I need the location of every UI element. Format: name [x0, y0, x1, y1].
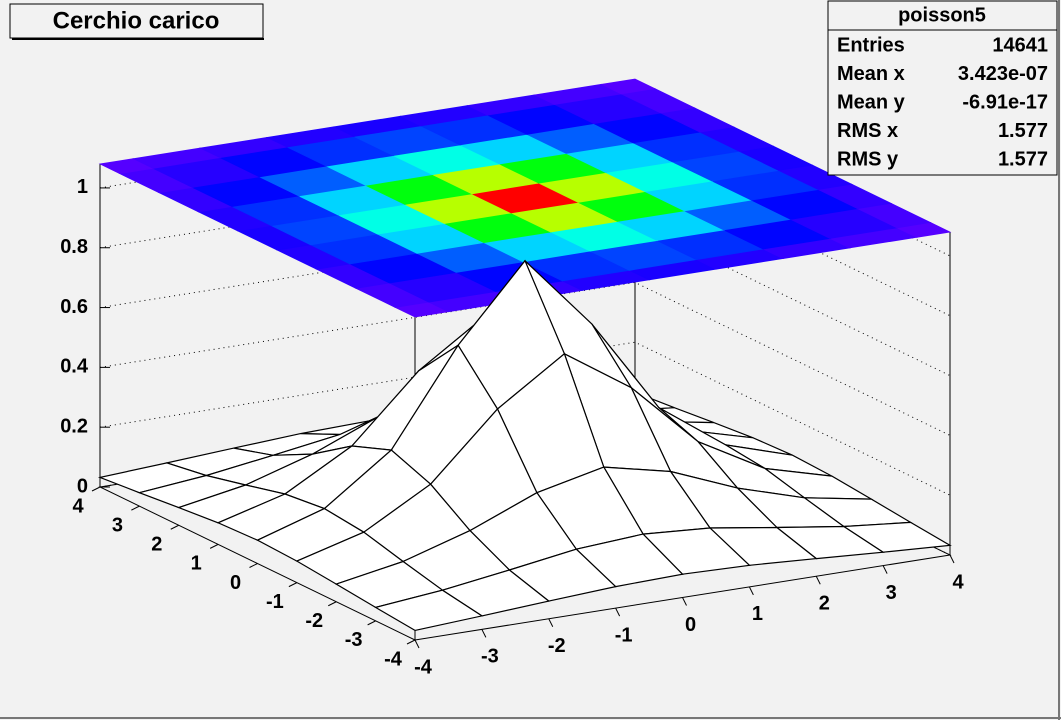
x-tick [548, 618, 554, 627]
y-tick [91, 486, 101, 492]
y-tick-label: 3 [112, 514, 123, 536]
y-tick [131, 505, 140, 511]
z-tick-label: 1 [77, 176, 88, 198]
grid-line [99, 281, 951, 436]
y-tick-label: 2 [151, 534, 162, 556]
stats-box: poisson5 Entries 14641 Mean x 3.423e-07 Mean… [827, 0, 1058, 176]
surface-cell [374, 589, 484, 632]
x-tick-label: 0 [685, 614, 696, 636]
y-tick-label: -2 [305, 610, 323, 632]
stats-value: 1.577 [998, 148, 1048, 170]
z-tick-label: 0.8 [60, 236, 88, 258]
x-tick [882, 565, 888, 574]
x-tick-label: -1 [615, 624, 633, 646]
x-tick [815, 576, 821, 585]
z-tick-label: 0.6 [60, 296, 88, 318]
x-tick-label: 4 [952, 571, 964, 593]
y-tick-label: 4 [72, 495, 84, 517]
y-tick [209, 543, 219, 549]
stats-value: -6.91e-17 [962, 91, 1048, 113]
y-tick-label: -1 [266, 591, 284, 613]
y-tick [170, 524, 179, 530]
x-tick-label: -4 [414, 656, 433, 678]
y-tick [288, 582, 298, 588]
grid-line [99, 341, 951, 496]
stats-label: Mean x [837, 63, 905, 85]
x-tick [414, 639, 420, 649]
stats-value: 14641 [992, 34, 1048, 56]
x-tick [682, 597, 687, 606]
x-tick [748, 586, 754, 596]
y-tick [249, 563, 258, 568]
y-tick-label: 1 [191, 553, 202, 575]
stats-value: 3.423e-07 [958, 63, 1048, 85]
stats-label: Entries [837, 34, 905, 56]
y-tick-label: -4 [384, 648, 403, 670]
title-box [9, 3, 264, 39]
stats-label: RMS x [837, 120, 898, 142]
y-tick [367, 620, 376, 626]
x-tick-label: 2 [819, 593, 830, 615]
x-tick-label: -2 [548, 635, 566, 657]
y-tick-label: -3 [345, 629, 363, 651]
color-cell [600, 78, 657, 95]
stats-label: RMS y [837, 148, 899, 170]
stats-label: Mean y [837, 91, 906, 113]
x-tick-label: -3 [481, 646, 499, 668]
y-tick-label: 0 [230, 572, 241, 594]
x-tick [949, 554, 955, 564]
grid-line [99, 222, 951, 377]
z-tick-label: 0.2 [60, 415, 88, 437]
x-tick [615, 607, 621, 617]
x-tick [481, 629, 487, 638]
x-tick-label: 1 [752, 603, 763, 625]
plot-area: 0 0.2 0.4 0.6 0.8 1 -4 -3 -2 -1 0 1 2 3 4 -4 -3 -2 -1 0 1 2 3 4 [60, 78, 964, 678]
stats-value: 1.577 [998, 120, 1048, 142]
x-tick-label: 3 [886, 582, 897, 604]
chart-title: Cerchio carico [53, 7, 220, 34]
y-tick [406, 639, 416, 645]
y-tick [328, 601, 337, 607]
z-tick-label: 0.4 [60, 356, 89, 378]
z-tick-label: 0 [77, 475, 88, 497]
stats-name: poisson5 [898, 4, 986, 26]
